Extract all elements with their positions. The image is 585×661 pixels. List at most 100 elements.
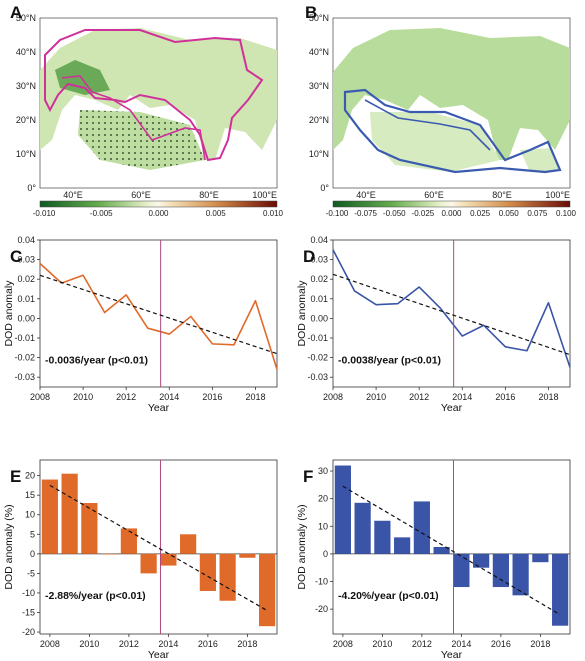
chart-panel-d: D -0.03 -0.02 -0.01 0.00 0.01 0.02 0.03 0.04 2008… (296, 235, 571, 414)
bar (453, 553, 470, 588)
x-tick-label: 2008 (40, 639, 60, 649)
colorbar-tick-label: -0.005 (90, 209, 113, 218)
trend-line (332, 273, 571, 356)
x-tick-label: 2014 (452, 392, 472, 402)
lon-tick: 60°E (131, 190, 151, 200)
y-tick-label: -0.03 (14, 372, 35, 382)
x-tick-label: 2014 (158, 639, 178, 649)
bar (433, 547, 450, 554)
y-tick-label: 5 (30, 529, 35, 539)
plot-frame (332, 239, 571, 388)
map-b-region-outline (343, 88, 562, 174)
lat-tick: 20°N (16, 115, 36, 125)
trend-annotation: -0.0038/year (p<0.01) (338, 354, 441, 366)
colorbar-tick-label: 0.025 (470, 209, 491, 218)
y-tick-label: 0 (323, 549, 328, 559)
lat-tick: 10°N (16, 149, 36, 159)
bar (160, 553, 177, 566)
colorbar-b-ticks: -0.100 -0.075 -0.050 -0.025 0.000 0.025 0.050 0… (326, 209, 577, 218)
y-tick-label: 0.01 (17, 294, 35, 304)
colorbar-tick-label: -0.075 (354, 209, 377, 218)
y-tick-label: 0 (30, 549, 35, 559)
lat-tick: 20°N (309, 115, 329, 125)
lon-tick: 60°E (424, 190, 444, 200)
panel-label-d: D (303, 247, 315, 266)
map-a-ocean-stipple (78, 110, 205, 170)
y-axis-label: DOD anomaly (%) (296, 504, 308, 589)
plot-frame (39, 239, 278, 388)
trend-annotation: -4.20%/year (p<0.01) (338, 590, 439, 602)
x-tick-label: 2012 (119, 639, 139, 649)
lon-tick: 40°E (356, 190, 376, 200)
y-tick-label: -20 (22, 627, 35, 637)
lon-tick: 80°E (492, 190, 512, 200)
lat-tick: 40°N (16, 47, 36, 57)
lon-tick: 100°E (545, 190, 570, 200)
x-tick-label: 2012 (412, 639, 432, 649)
map-a-land (40, 28, 277, 160)
lat-tick: 30°N (309, 81, 329, 91)
x-tick-label: 2012 (409, 392, 429, 402)
x-axis-label: Year (441, 402, 463, 414)
x-tick-label: 2016 (495, 392, 515, 402)
map-a-dark-patch (55, 60, 110, 95)
plot-frame (39, 459, 278, 635)
y-tick-label: 0.04 (17, 235, 35, 245)
lat-tick: 40°N (309, 47, 329, 57)
panel-label-f: F (303, 467, 313, 486)
y-tick-label: 30 (318, 466, 328, 476)
y-tick-label: -15 (22, 607, 35, 617)
bar (41, 479, 58, 554)
x-axis-label: Year (441, 649, 463, 661)
lat-tick: 0° (320, 183, 329, 193)
map-a-lon-labels: 40°E 60°E 80°E 100°E (63, 190, 277, 200)
colorbar-tick-label: 0.050 (499, 209, 520, 218)
map-b-inner-outline (364, 99, 491, 151)
x-tick-label: 2012 (116, 392, 136, 402)
colorbar-tick-label: -0.050 (383, 209, 406, 218)
bar (374, 520, 391, 554)
lat-tick: 50°N (309, 13, 329, 23)
series-line (39, 262, 278, 370)
y-tick-label: 10 (318, 521, 328, 531)
chart-panel-e: E -20 -15 -10 -5 0 5 10 15 20 2008 2010 2012 2014 2016… (3, 459, 278, 661)
lat-tick: 30°N (16, 81, 36, 91)
bar (239, 553, 256, 558)
bar (199, 553, 216, 591)
x-tick-label: 2018 (530, 639, 550, 649)
colorbar-b (332, 200, 571, 208)
y-tick-label: 0.02 (310, 274, 328, 284)
colorbar-a-ticks: -0.010 -0.005 0.000 0.005 0.010 (33, 209, 284, 218)
chart-panel-c: C -0.03 -0.02 -0.01 0.00 0.01 0.02 0.03 0.04 2008… (3, 235, 278, 414)
y-tick-label: -0.01 (307, 333, 328, 343)
x-tick-label: 2018 (245, 392, 265, 402)
colorbar-tick-label: -0.100 (326, 209, 349, 218)
y-tick-label: -0.02 (307, 353, 328, 363)
panel-label-c: C (10, 247, 22, 266)
bar (552, 553, 569, 626)
y-axis-label: DOD anomaly (296, 280, 308, 347)
bar (140, 553, 157, 574)
y-axis-label: DOD anomaly (3, 280, 15, 347)
y-tick-label: -5 (27, 568, 35, 578)
y-tick-label: -0.02 (14, 353, 35, 363)
trend-annotation: -0.0036/year (p<0.01) (45, 354, 148, 366)
colorbar-tick-label: 0.100 (556, 209, 577, 218)
y-tick-label: 0.02 (17, 274, 35, 284)
map-b-lon-labels: 40°E 60°E 80°E 100°E (356, 190, 570, 200)
bar (101, 553, 118, 555)
y-tick-label: 10 (25, 510, 35, 520)
colorbar-tick-label: -0.025 (412, 209, 435, 218)
colorbar-tick-label: 0.000 (441, 209, 462, 218)
bar (492, 553, 509, 588)
x-tick-label: 2008 (30, 392, 50, 402)
lat-tick: 0° (27, 183, 36, 193)
x-tick-label: 2008 (323, 392, 343, 402)
x-tick-label: 2016 (202, 392, 222, 402)
x-tick-label: 2010 (73, 392, 93, 402)
map-b: B (305, 3, 571, 189)
bar (354, 502, 371, 554)
y-tick-label: 0.04 (310, 235, 328, 245)
map-b-ocean (370, 112, 500, 172)
